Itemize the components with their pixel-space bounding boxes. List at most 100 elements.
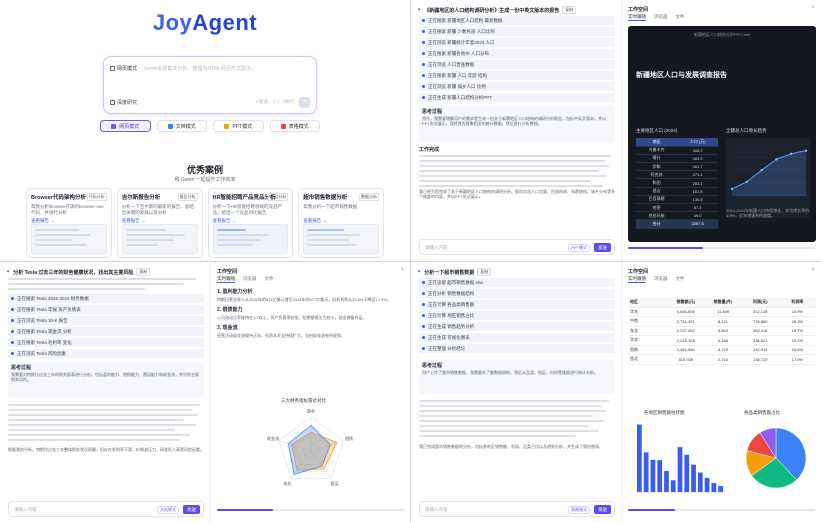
bar [711,483,717,492]
playback-progress[interactable] [628,247,815,249]
line-area [732,150,806,196]
chat-input[interactable]: 请输入内容 表格模式 发送 [419,501,615,517]
step-item[interactable]: 正在生成 新疆人口结构分析PPT [419,93,615,102]
case-card-link[interactable]: 查看报告 → [212,218,237,223]
mode-chip[interactable]: PPT模式 [568,244,590,252]
step-item[interactable]: 正在浏览 新疆 城乡人口 比例 [419,82,615,91]
ppt-table: 地区 人口 (万) 乌鲁木齐 408.2 喀什 463.9 伊犁 461.7 阿克苏 27… [636,138,718,229]
thinking-heading[interactable]: 思考过程 [11,365,32,371]
send-button[interactable]: 发送 [594,243,611,252]
tab-browser[interactable]: 浏览器 [654,276,668,281]
send-button[interactable]: 发送 [183,505,200,514]
thinking-heading[interactable]: 思考过程 [422,109,443,115]
workspace: 工作空间 × 实时跟随 浏览器 文件 1. 盈利能力分析 特斯拉营业收入从2022年… [210,262,410,523]
step-item[interactable]: 正在搜索 新疆各地州 人口分布 [419,49,615,58]
case-card[interactable]: 吉尔斯报告分析 报告分析 分析一下吉尔斯的最新的报告，总结出关键的发展以及分析 … [116,188,203,258]
case-cards: Browser代码架构分析 代码分析 帮我分析Browser开源的browser… [26,188,384,258]
step-item[interactable]: 正在搜索 新疆 少数民族 人口比例 [419,27,615,36]
tab-files[interactable]: 文件 [675,14,685,19]
case-card-tag: 报告分析 [177,193,198,201]
case-card-link[interactable]: 查看报告 → [303,218,327,223]
copy-button[interactable]: 复制 [477,268,492,276]
mode-table-button[interactable]: 表格模式 [269,120,320,132]
step-item[interactable]: 正在搜索 Tesla 毛利率 变化 [8,338,204,347]
case-card[interactable]: HR智能招聘产品竞品分析 竞品分析 分析一下HR智能招聘领域的竞品产品，给出一个… [207,188,294,258]
case-card-link[interactable]: 查看报告 → [31,218,55,223]
thinking-text: 我需要对特斯拉过去三年的财务报表进行分析，包括盈利能力、偿债能力、营运能力和现金… [11,372,199,383]
tab-follow[interactable]: 实时跟随 [628,276,646,283]
step-item[interactable]: 正在浏览 Tesla 风险因素 [8,349,204,358]
send-button[interactable]: ➤ [299,97,310,108]
step-item[interactable]: 正在生成 可视化图表 [419,333,615,342]
mode-chip[interactable]: 表格模式 [568,506,590,514]
thinking-heading[interactable]: 思考过程 [422,363,443,369]
table-row: 乌鲁木齐 408.2 [636,146,718,155]
data-point [775,158,778,161]
table-row: 华北 2,210,128 6,184 336,021 15.2% [628,336,816,346]
close-icon[interactable]: × [400,267,404,273]
text-line [8,424,197,426]
close-icon[interactable]: × [811,5,815,11]
case-card-link[interactable]: 查看报告 → [121,218,146,223]
step-dot-icon [11,297,14,300]
chat-input[interactable]: 请输入内容 PPT模式 发送 [419,239,615,255]
text-line [8,409,193,411]
intro-text-lines [8,278,204,293]
step-item[interactable]: 正在计算 地区销售占比 [419,311,615,320]
step-text: 正在分析 销售数据结构 [428,290,475,296]
tab-follow[interactable]: 实时跟随 [628,14,646,21]
step-item[interactable]: 正在搜索 Tesla 年报 资产负债表 [8,305,204,314]
tab-browser[interactable]: 浏览器 [654,14,668,19]
tab-follow[interactable]: 实时跟随 [217,276,235,283]
table-cell: 67.3 [677,203,718,213]
tab-browser[interactable]: 浏览器 [243,276,257,281]
bar [650,459,656,492]
step-item[interactable]: 正在搜索 新疆地区人口结构 最新数据 [419,16,615,25]
step-item[interactable]: 正在分析 销售数据结构 [419,289,615,298]
mode-ppt-button[interactable]: PPT模式 [213,120,264,132]
step-item[interactable]: 正在读取 超市销售数据.xlsx [419,278,615,287]
close-icon[interactable]: × [811,267,815,273]
radar-axis-label: 成长 [283,480,291,486]
radar-axis-label: 现金流 [267,435,279,441]
step-item[interactable]: 正在生成 销售趋势分析 [419,322,615,331]
case-card[interactable]: 超市销售数据分析 数据分析 帮我分析一下超市销售数据 查看报告 → [298,188,384,258]
step-item[interactable]: 正在搜索 新疆 人口 年龄 结构 [419,71,615,80]
table-cell: 合计 [636,219,678,229]
playback-progress[interactable] [628,509,815,511]
workspace: 工作空间 × 实时跟随 浏览器 文件 地区 销售额(元) 销售量(件) 利润(元) 利润率 … [621,262,821,523]
tab-files[interactable]: 文件 [675,276,685,281]
table-row: 华东 4,684,506 11,489 512,138 10.9% [628,308,816,317]
copy-button[interactable]: 复制 [562,6,577,14]
step-item[interactable]: 正在搜索 Tesla 现金流 分析 [8,327,204,336]
deep-research-toggle[interactable]: 深度研究 [110,99,137,106]
mode-doc-button[interactable]: 文档模式 [156,120,207,132]
step-item[interactable]: 正在浏览 新疆统计年鉴2024 人口 [419,38,615,47]
chat-input[interactable]: 请输入内容 文档模式 发送 [8,501,204,517]
table-row: 伊犁 461.7 [636,162,718,172]
step-item[interactable]: 正在浏览 Tesla 10-K 报告 [8,316,204,325]
table-cell: 5,802 [718,328,729,334]
bar [637,424,642,492]
data-point [790,152,793,155]
step-item[interactable]: 正在搜索 Tesla 2022-2024 财务数据 [8,294,204,303]
table-header-cell: 销售额(元) [676,299,696,305]
copy-button[interactable]: 复制 [136,268,151,276]
home-chat-input[interactable]: 网页模式 Genie会搜集并分析，整理为HTML网页形式展示。 深度研究 ⏎发送… [103,56,317,114]
mode-web-button[interactable]: 网页模式 [100,120,151,132]
step-item[interactable]: 正在浏览 人口普查数据 [419,60,615,69]
playback-progress[interactable] [217,509,404,511]
table-header-row: 地区 人口 (万) [636,138,718,147]
table-cell: 138,720 [752,356,768,362]
table-cell: 1,461,580 [676,347,695,353]
case-card[interactable]: Browser代码架构分析 代码分析 帮我分析Browser开源的browser… [26,188,112,258]
table-cell: 15.7% [791,328,804,334]
mode-chip[interactable]: 文档模式 [157,506,179,514]
step-item[interactable]: 正在整理 分析结论 [419,344,615,353]
tab-files[interactable]: 文件 [264,276,274,281]
send-button[interactable]: 发送 [594,505,611,514]
mode-tag[interactable]: 网页模式 [110,65,137,72]
step-item[interactable]: 正在计算 各品类销售额 [419,300,615,309]
bar [643,452,649,492]
table-cell: 463.9 [677,154,718,164]
